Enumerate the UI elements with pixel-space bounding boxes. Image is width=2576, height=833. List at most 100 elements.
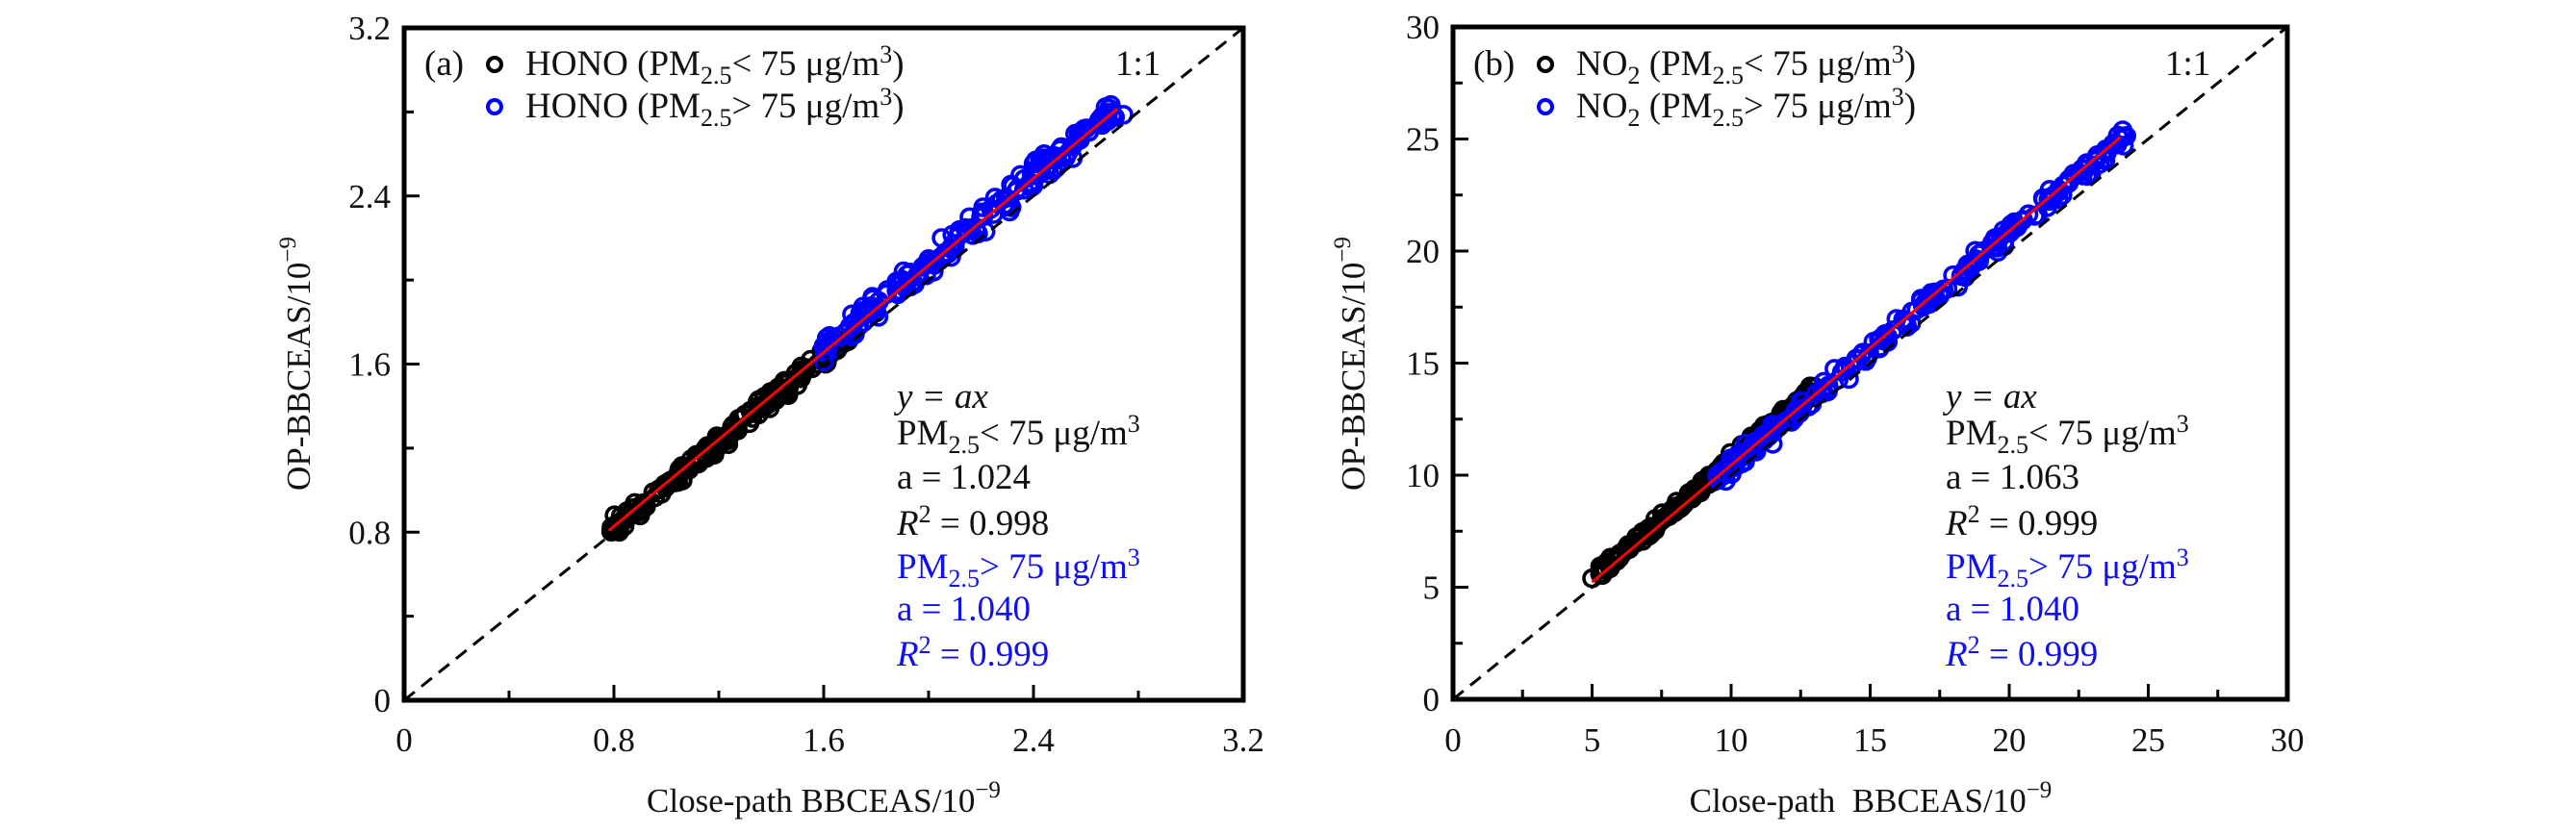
annotation-group2-slope: a = 1.040 bbox=[897, 590, 1031, 629]
data-point bbox=[1835, 356, 1855, 377]
data-point bbox=[973, 206, 994, 226]
annotation-model: y = ax bbox=[1942, 377, 2037, 416]
x-axis-title: Close-path BBCEAS/10−9 bbox=[647, 777, 1001, 820]
legend-marker-low-pm bbox=[1537, 56, 1554, 73]
one-to-one-label: 1:1 bbox=[1115, 44, 1160, 84]
annotation-group2-r2: R2 = 0.999 bbox=[1945, 631, 2098, 674]
x-axis-title: Close-path BBCEAS/10−9 bbox=[1690, 777, 2053, 820]
y-axis-title: OP-BBCEAS/10−9 bbox=[275, 237, 318, 491]
data-point bbox=[2107, 134, 2128, 155]
data-point bbox=[705, 429, 727, 450]
data-point bbox=[887, 280, 908, 301]
data-point bbox=[675, 460, 696, 481]
one-to-one-label: 1:1 bbox=[2165, 44, 2210, 84]
data-point bbox=[836, 321, 856, 342]
data-point bbox=[1095, 97, 1116, 117]
y-tick-label: 3.2 bbox=[348, 10, 391, 47]
legend-label-high-pm: HONO (PM2.5> 75 μg/m3) bbox=[525, 83, 905, 132]
data-point bbox=[814, 342, 835, 363]
y-tick-label: 10 bbox=[1406, 457, 1440, 494]
data-point bbox=[858, 300, 880, 321]
x-tick-label: 3.2 bbox=[1222, 721, 1264, 759]
series-high-pm bbox=[1707, 120, 2136, 492]
panel-label: (a) bbox=[424, 44, 464, 84]
fit-annotation: y = ax PM2.5< 75 μg/m3 a = 1.024 R2 = 0.… bbox=[893, 377, 1140, 674]
annotation-group1-r2: R2 = 0.998 bbox=[896, 500, 1049, 543]
data-point bbox=[1641, 523, 1662, 544]
data-point bbox=[610, 506, 631, 526]
y-tick-label: 0.8 bbox=[348, 514, 391, 551]
annotation-group1-slope: a = 1.063 bbox=[1946, 458, 2079, 497]
annotation-group2-slope: a = 1.040 bbox=[1946, 590, 2079, 629]
data-point bbox=[906, 265, 928, 287]
annotation-group1-label: PM2.5< 75 μg/m3 bbox=[1946, 410, 2189, 459]
legend-label-low-pm: HONO (PM2.5< 75 μg/m3) bbox=[525, 40, 905, 89]
data-point bbox=[732, 407, 752, 428]
x-tick-label: 30 bbox=[2271, 721, 2305, 759]
annotation-group2-label: PM2.5> 75 μg/m3 bbox=[1946, 543, 2189, 593]
data-point bbox=[1047, 148, 1067, 168]
x-tick-label: 0 bbox=[395, 721, 413, 759]
data-point bbox=[2002, 219, 2024, 240]
legend-label-high-pm: NO2 (PM2.5> 75 μg/m3) bbox=[1576, 83, 1916, 132]
x-tick-labels: 0 5 10 15 20 25 30 bbox=[1444, 721, 2304, 759]
one-to-one-reference-line bbox=[1452, 25, 2288, 701]
y-axis-title: OP-BBCEAS/10−9 bbox=[1330, 237, 1372, 491]
data-point bbox=[1916, 290, 1937, 311]
data-point bbox=[925, 251, 946, 272]
y-tick-labels: 0 5 10 15 20 25 30 bbox=[1406, 9, 1440, 719]
data-point bbox=[973, 197, 994, 217]
data-point bbox=[2039, 190, 2059, 212]
legend-label-low-pm: NO2 (PM2.5< 75 μg/m3) bbox=[1576, 40, 1916, 89]
y-tick-label: 1.6 bbox=[348, 346, 391, 384]
data-point bbox=[1113, 105, 1134, 125]
legend-marker-low-pm bbox=[486, 56, 503, 73]
annotation-group1-slope: a = 1.024 bbox=[897, 458, 1031, 497]
one-to-one-reference-line bbox=[403, 26, 1244, 702]
x-tick-label: 1.6 bbox=[803, 721, 845, 759]
y-tick-label: 5 bbox=[1423, 569, 1441, 607]
x-tick-labels: 0 0.8 1.6 2.4 3.2 bbox=[395, 721, 1264, 759]
data-point bbox=[2096, 139, 2116, 160]
data-point bbox=[1895, 313, 1916, 333]
x-tick-label: 0 bbox=[1444, 721, 1462, 759]
data-point bbox=[1026, 150, 1046, 171]
data-point bbox=[1863, 331, 1884, 352]
y-tick-label: 2.4 bbox=[348, 178, 391, 215]
data-point bbox=[991, 189, 1012, 211]
legend-marker-high-pm bbox=[1537, 98, 1554, 115]
x-tick-label: 25 bbox=[2131, 721, 2165, 759]
x-tick-label: 10 bbox=[1715, 721, 1748, 759]
data-point bbox=[1721, 453, 1742, 474]
annotation-group2-r2: R2 = 0.999 bbox=[896, 631, 1049, 674]
y-tick-label: 30 bbox=[1406, 9, 1440, 46]
data-point bbox=[2058, 172, 2079, 193]
data-point bbox=[600, 521, 622, 543]
data-point bbox=[1090, 108, 1111, 128]
y-tick-label: 0 bbox=[1423, 681, 1441, 719]
regression-fit-line bbox=[1591, 136, 2122, 584]
y-tick-label: 15 bbox=[1406, 345, 1440, 383]
plot-frame bbox=[401, 25, 1246, 703]
regression-fit-line bbox=[607, 107, 1119, 532]
data-point bbox=[1599, 558, 1620, 579]
y-tick-label: 0 bbox=[374, 682, 392, 719]
x-tick-label: 0.8 bbox=[593, 721, 635, 759]
data-point bbox=[659, 471, 680, 492]
panel-b-no2: 0 5 10 15 20 25 30 0 5 10 15 20 25 30 Close-path BBC… bbox=[1330, 9, 2305, 820]
panel-label: (b) bbox=[1473, 44, 1515, 84]
legend-marker-high-pm bbox=[486, 98, 503, 115]
data-point bbox=[1982, 233, 2003, 254]
y-tick-label: 20 bbox=[1406, 233, 1440, 270]
data-point bbox=[1001, 174, 1021, 195]
y-tick-label: 25 bbox=[1406, 121, 1440, 159]
fit-annotation: y = ax PM2.5< 75 μg/m3 a = 1.063 R2 = 0.… bbox=[1942, 377, 2189, 674]
x-tick-label: 20 bbox=[1993, 721, 2027, 759]
annotation-group1-label: PM2.5< 75 μg/m3 bbox=[897, 410, 1140, 459]
data-point bbox=[1611, 543, 1631, 564]
plot-frame bbox=[1450, 24, 2290, 702]
data-point bbox=[1851, 344, 1872, 365]
x-tick-label: 5 bbox=[1584, 721, 1601, 759]
annotation-group2-label: PM2.5> 75 μg/m3 bbox=[897, 543, 1140, 593]
